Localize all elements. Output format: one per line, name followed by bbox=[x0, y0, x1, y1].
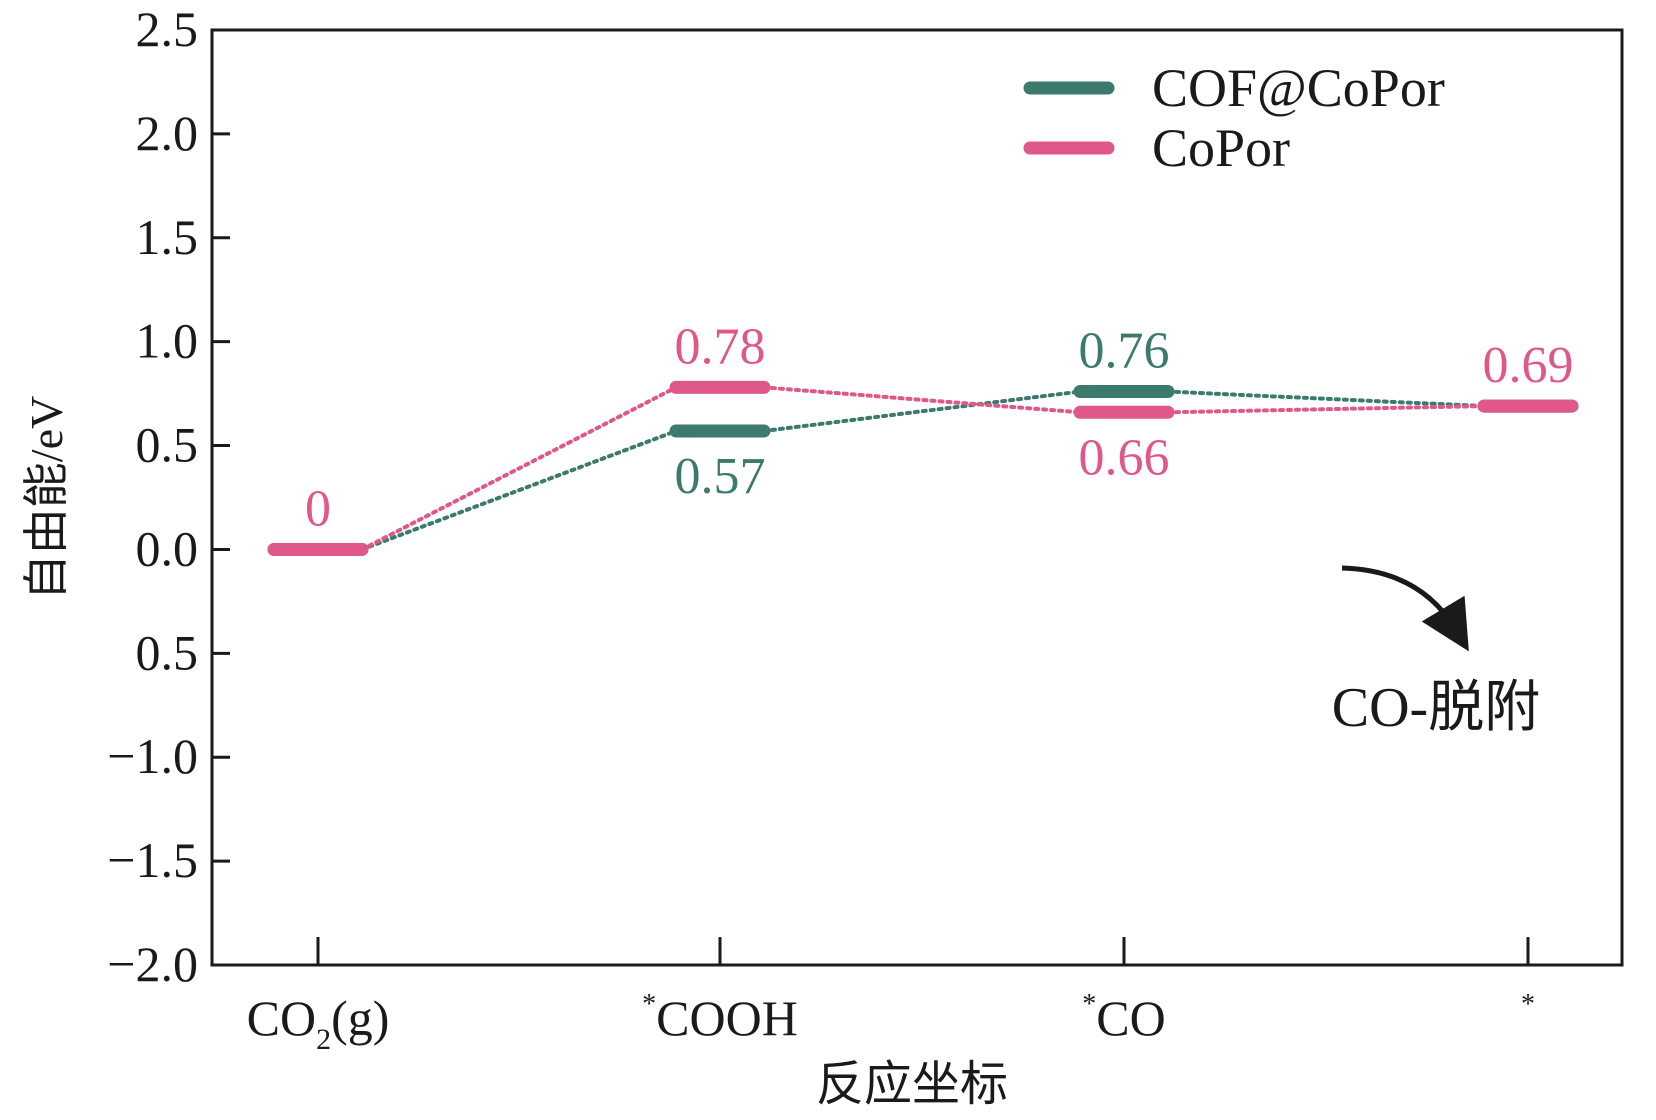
copor-connector bbox=[762, 385, 1082, 415]
y-tick-label: 0.5 bbox=[136, 417, 199, 473]
curved-arrow-icon bbox=[1341, 565, 1469, 652]
y-tick-label: 1.5 bbox=[136, 209, 199, 265]
cof-copor-value-label: 0.57 bbox=[675, 448, 766, 505]
annotation-text: CO-脱附 bbox=[1332, 677, 1540, 739]
copor-connector bbox=[1166, 404, 1486, 415]
y-axis-title: 自由能/eV bbox=[21, 396, 72, 600]
y-tick-label: −2.0 bbox=[107, 936, 198, 992]
x-tick-label: *COOH bbox=[642, 989, 798, 1046]
copor-value-label: 0.69 bbox=[1483, 337, 1574, 394]
y-tick-label: 1.0 bbox=[136, 313, 199, 369]
cof-copor-value-label: 0.76 bbox=[1079, 323, 1170, 380]
energy-levels bbox=[267, 380, 1579, 556]
y-tick-label: 0.5 bbox=[136, 624, 199, 680]
y-tick-label: 2.0 bbox=[136, 105, 199, 161]
copor-value-label: 0 bbox=[305, 480, 331, 537]
x-axis: CO2(g) *COOH *CO * bbox=[247, 937, 1535, 1056]
cof-copor-connector bbox=[360, 429, 678, 552]
y-tick-label: 0.0 bbox=[136, 520, 199, 576]
connector-lines bbox=[360, 385, 1486, 552]
y-tick-label: −1.5 bbox=[107, 832, 198, 888]
plot-frame bbox=[210, 28, 1624, 967]
x-axis-title: 反应坐标 bbox=[816, 1058, 1008, 1111]
value-labels: 0.57 0.76 0 0.78 0.66 0.69 bbox=[305, 318, 1574, 537]
x-tick-label: * bbox=[1521, 989, 1535, 1020]
y-tick-label: −1.0 bbox=[107, 728, 198, 784]
co-desorption-annotation: CO-脱附 bbox=[1332, 565, 1540, 739]
cof-copor-connector bbox=[762, 389, 1082, 434]
legend-label: COF@CoPor bbox=[1152, 58, 1445, 118]
cof-copor-connector bbox=[1166, 389, 1486, 409]
x-tick-label: *CO bbox=[1082, 989, 1165, 1046]
y-axis: 2.5 2.0 1.5 1.0 0.5 0.0 0.5 −1.0 −1.5 −2.0 bbox=[107, 1, 230, 992]
copor-value-label: 0.66 bbox=[1079, 429, 1170, 486]
y-tick-label: 2.5 bbox=[136, 1, 199, 57]
copor-value-label: 0.78 bbox=[675, 318, 766, 375]
x-tick-label: CO2(g) bbox=[247, 990, 390, 1056]
copor-connector bbox=[360, 385, 678, 552]
legend-label: CoPor bbox=[1152, 118, 1290, 178]
